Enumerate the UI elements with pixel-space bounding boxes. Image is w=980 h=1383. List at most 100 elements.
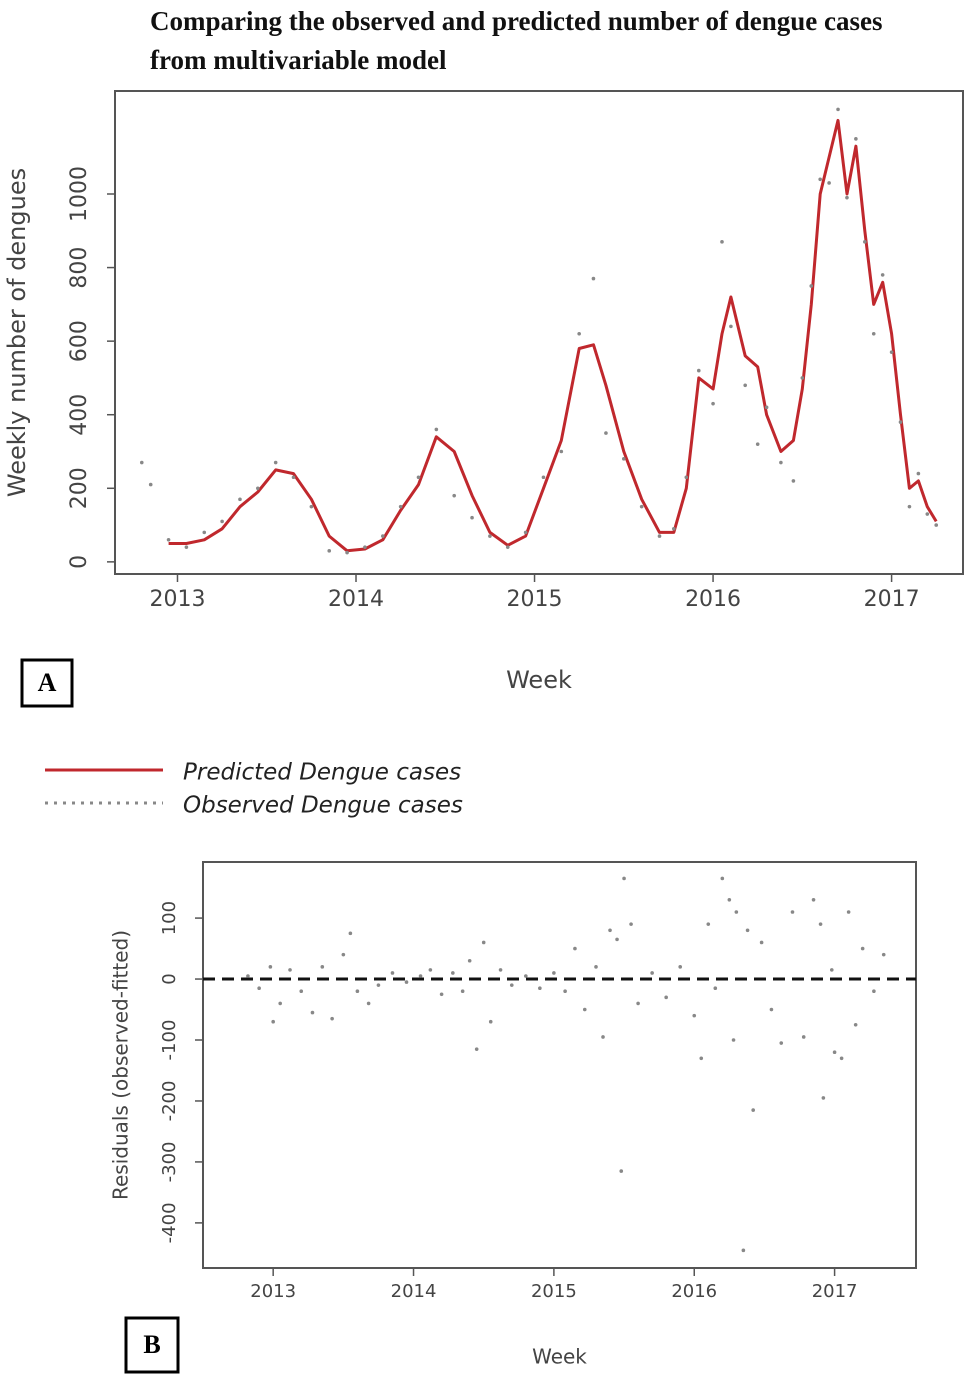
data-point: [622, 457, 626, 461]
data-point: [257, 986, 261, 990]
y-tick-label: -300: [159, 1141, 180, 1182]
data-point: [460, 989, 465, 994]
data-point: [809, 284, 814, 288]
data-point: [341, 952, 346, 957]
data-point: [734, 910, 739, 914]
data-point: [604, 431, 608, 435]
data-point: [854, 137, 858, 141]
x-tick-label: 2015: [507, 587, 563, 612]
data-point: [671, 526, 676, 531]
data-point: [601, 1035, 605, 1039]
legend-label: Observed Dengue cases: [183, 793, 463, 819]
data-point: [759, 940, 764, 945]
data-point: [898, 420, 903, 424]
data-point: [538, 986, 542, 990]
data-point: [720, 876, 725, 881]
y-tick-label: 0: [159, 973, 180, 984]
data-point: [800, 376, 805, 380]
data-point: [184, 545, 189, 549]
data-point: [523, 530, 528, 535]
data-point: [559, 449, 564, 454]
data-point: [741, 1248, 746, 1253]
data-point: [380, 534, 385, 538]
data-point: [363, 545, 367, 549]
y-tick-label: 200: [67, 467, 92, 509]
data-point: [310, 1010, 315, 1015]
data-point: [846, 910, 851, 914]
data-point: [428, 968, 433, 972]
data-point: [622, 876, 626, 881]
data-point: [818, 922, 823, 926]
data-point: [348, 931, 353, 936]
data-point: [818, 177, 822, 182]
x-tick-label: 2017: [812, 1281, 858, 1302]
y-axis-label: Weekly number of dengues: [3, 168, 31, 497]
x-axis-label: Week: [532, 1345, 587, 1369]
panel-label-box: [20, 658, 74, 708]
data-point: [706, 922, 711, 926]
data-point: [853, 1022, 858, 1027]
data-point: [871, 331, 876, 336]
y-tick-label: 1000: [67, 166, 92, 222]
data-point: [860, 946, 865, 951]
y-axis-label: Residuals (observed-fitted): [109, 930, 133, 1200]
x-tick-label: 2016: [685, 587, 741, 612]
data-point: [678, 965, 683, 969]
data-point: [801, 1035, 806, 1039]
data-point: [202, 530, 207, 535]
data-point: [220, 519, 224, 524]
x-tick-label: 2014: [328, 587, 384, 612]
data-point: [839, 1056, 844, 1061]
data-point: [684, 475, 689, 480]
data-point: [615, 937, 619, 942]
data-point: [729, 324, 733, 329]
data-point: [416, 475, 421, 480]
data-point: [790, 910, 795, 914]
data-point: [764, 405, 769, 410]
data-point: [505, 545, 510, 549]
data-point: [594, 965, 598, 969]
x-tick-label: 2014: [391, 1281, 437, 1302]
y-tick-label: 0: [67, 555, 92, 569]
legend-label: Predicted Dengue cases: [183, 760, 461, 786]
panel-label: A: [38, 668, 57, 697]
data-point: [573, 946, 577, 951]
data-point: [608, 928, 612, 933]
data-point: [650, 971, 654, 975]
data-point: [811, 897, 816, 902]
data-point: [488, 1019, 493, 1024]
data-point: [863, 240, 867, 244]
data-point: [836, 107, 840, 112]
data-point: [636, 1001, 640, 1006]
data-point: [498, 968, 503, 972]
data-point: [577, 331, 581, 336]
data-point: [355, 989, 360, 994]
data-point: [880, 273, 885, 277]
data-point: [434, 427, 439, 432]
data-point: [246, 974, 250, 978]
data-point: [934, 523, 939, 527]
data-point: [390, 971, 395, 975]
data-point: [591, 276, 596, 281]
data-point: [552, 971, 556, 975]
data-point: [299, 989, 304, 994]
data-point: [821, 1096, 826, 1100]
data-point: [881, 952, 886, 957]
data-point: [696, 368, 701, 373]
data-point: [889, 350, 894, 354]
data-point: [769, 1007, 774, 1012]
x-tick-label: 2013: [250, 1281, 296, 1302]
data-point: [404, 980, 409, 984]
data-point: [916, 471, 921, 476]
data-point: [398, 504, 403, 509]
data-point: [509, 983, 514, 987]
data-point: [309, 504, 314, 509]
data-point: [481, 940, 486, 945]
x-tick-label: 2017: [864, 587, 920, 612]
data-point: [452, 493, 457, 498]
data-point: [256, 486, 260, 491]
y-tick-label: -200: [159, 1081, 180, 1122]
data-point: [872, 989, 876, 994]
data-point: [418, 974, 423, 978]
data-point: [451, 971, 455, 975]
